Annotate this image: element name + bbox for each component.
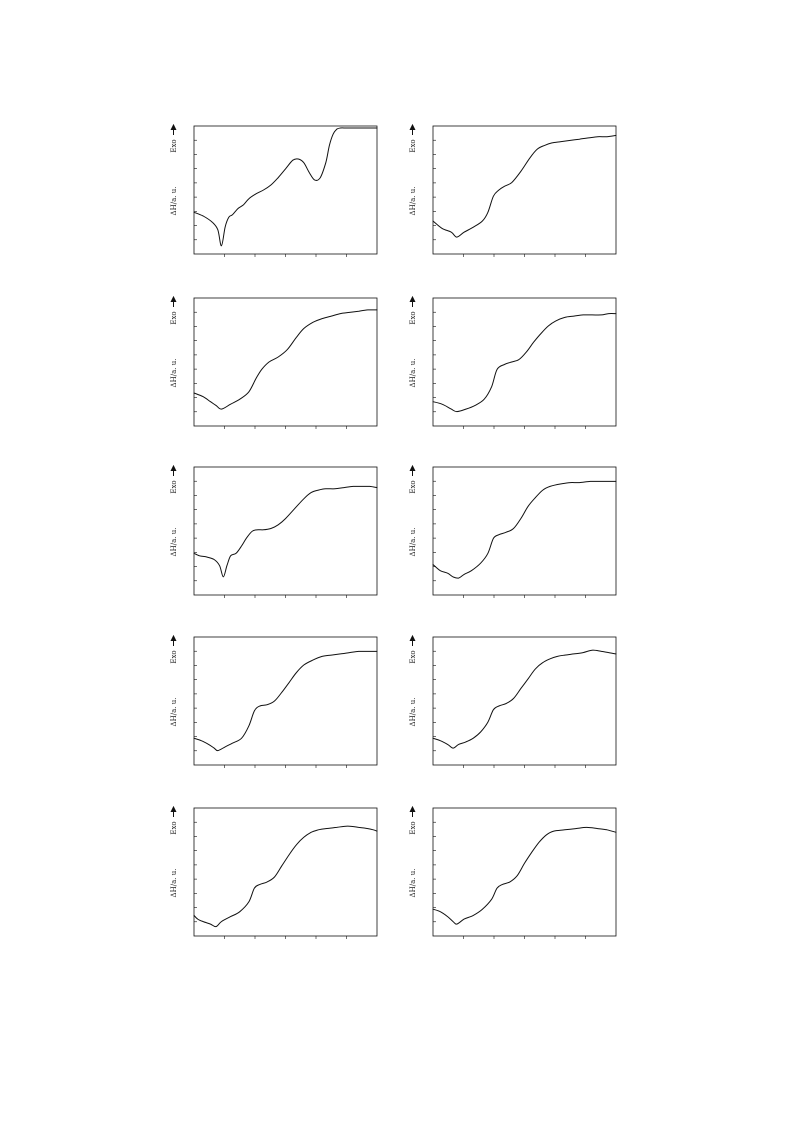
dsc-panel-5: ΔH/a. u. Exo [170, 464, 378, 598]
exo-label: Exo [409, 480, 417, 493]
up-arrow-icon [409, 805, 416, 817]
dsc-curve [432, 480, 617, 579]
dsc-curve [432, 134, 617, 238]
dsc-curve [432, 313, 617, 413]
y-axis-label: ΔH/a. u. [170, 528, 178, 557]
up-arrow-icon [170, 464, 177, 476]
dsc-panel-8: ΔH/a. u. Exo [409, 634, 617, 768]
y-axis-label: ΔH/a. u. [170, 359, 178, 388]
y-axis-label: ΔH/a. u. [409, 187, 417, 216]
y-axis-label: ΔH/a. u. [409, 359, 417, 388]
plot-frame [432, 636, 617, 766]
y-axis-label: ΔH/a. u. [409, 869, 417, 898]
exo-label: Exo [409, 139, 417, 152]
plot-frame [432, 297, 617, 427]
exo-label: Exo [409, 821, 417, 834]
dsc-panel-10: ΔH/a. u. Exo [409, 805, 617, 939]
dsc-panel-6: ΔH/a. u. Exo [409, 464, 617, 598]
dsc-panel-4: ΔH/a. u. Exo [409, 295, 617, 429]
plot-frame [193, 297, 378, 427]
exo-label: Exo [409, 650, 417, 663]
dsc-curve [193, 309, 378, 410]
dsc-panel-3: ΔH/a. u. Exo [170, 295, 378, 429]
dsc-curve [193, 825, 378, 928]
y-axis-label: ΔH/a. u. [170, 869, 178, 898]
up-arrow-icon [409, 634, 416, 646]
y-axis-label: ΔH/a. u. [409, 698, 417, 727]
plot-frame [193, 466, 378, 596]
exo-label: Exo [409, 311, 417, 324]
plot-frame [193, 807, 378, 937]
y-axis-label: ΔH/a. u. [170, 698, 178, 727]
dsc-panel-7: ΔH/a. u. Exo [170, 634, 378, 768]
up-arrow-icon [170, 295, 177, 307]
plot-frame [432, 466, 617, 596]
dsc-curve [193, 485, 378, 578]
y-axis-label: ΔH/a. u. [409, 528, 417, 557]
up-arrow-icon [170, 123, 177, 135]
dsc-curve [193, 127, 378, 247]
dsc-curve [193, 650, 378, 752]
exo-label: Exo [170, 311, 178, 324]
plot-frame [193, 636, 378, 766]
up-arrow-icon [409, 464, 416, 476]
y-axis-label: ΔH/a. u. [170, 187, 178, 216]
dsc-curve [432, 649, 617, 749]
up-arrow-icon [170, 634, 177, 646]
exo-label: Exo [170, 139, 178, 152]
dsc-panel-1: ΔH/a. u. Exo [170, 123, 378, 257]
up-arrow-icon [409, 123, 416, 135]
dsc-panel-2: ΔH/a. u. Exo [409, 123, 617, 257]
exo-label: Exo [170, 480, 178, 493]
plot-frame [193, 125, 378, 255]
exo-label: Exo [170, 821, 178, 834]
up-arrow-icon [170, 805, 177, 817]
exo-label: Exo [170, 650, 178, 663]
dsc-curve [432, 826, 617, 925]
dsc-panel-9: ΔH/a. u. Exo [170, 805, 378, 939]
up-arrow-icon [409, 295, 416, 307]
